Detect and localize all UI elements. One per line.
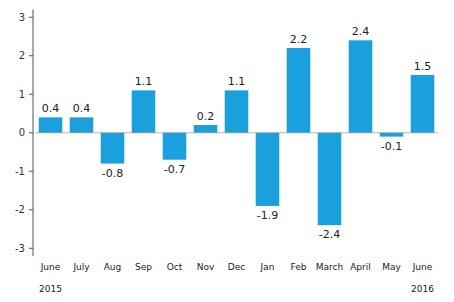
bar <box>318 133 342 225</box>
y-tick <box>29 17 33 18</box>
data-label: 1.1 <box>135 75 153 88</box>
data-label: 1.5 <box>414 60 432 73</box>
year-label: 2015 <box>39 284 62 294</box>
x-tick-label: Dec <box>228 262 245 272</box>
x-tick-label: June <box>412 262 433 272</box>
data-label: -0.8 <box>102 167 123 180</box>
y-tick-label: 1 <box>19 89 25 100</box>
data-label: 0.4 <box>42 102 60 115</box>
y-tick-label: 2 <box>19 50 25 61</box>
year-label: 2016 <box>411 284 434 294</box>
data-label: -0.1 <box>381 140 402 153</box>
zero-line <box>35 132 438 133</box>
y-tick <box>29 94 33 95</box>
x-tick-label: Aug <box>104 262 122 272</box>
data-label: 0.4 <box>73 102 91 115</box>
bar <box>349 40 373 132</box>
y-tick-label: -3 <box>15 243 25 254</box>
bar <box>287 48 311 133</box>
y-tick <box>29 248 33 249</box>
x-tick-label: Jan <box>260 262 275 272</box>
bar <box>380 133 404 137</box>
y-tick-label: -2 <box>15 204 25 215</box>
x-tick-label: Feb <box>291 262 307 272</box>
data-label: -0.7 <box>164 163 185 176</box>
data-label: 0.2 <box>197 110 215 123</box>
data-label: -1.9 <box>257 209 278 222</box>
bar <box>256 133 280 206</box>
data-label: 2.2 <box>290 33 308 46</box>
x-tick-label: March <box>316 262 343 272</box>
bar <box>101 133 125 164</box>
y-tick-label: -1 <box>15 166 25 177</box>
x-tick-label: Sep <box>135 262 152 272</box>
bar <box>163 133 187 160</box>
bar <box>411 75 435 133</box>
x-tick-label: May <box>382 262 401 272</box>
data-label: 2.4 <box>352 25 370 38</box>
y-tick-label: 3 <box>19 12 25 23</box>
y-tick <box>29 55 33 56</box>
y-tick <box>29 132 33 133</box>
data-label: -2.4 <box>319 228 340 241</box>
chart: -3 -2 -1 0 1 2 3 0.4 0.4 -0.8 1.1 -0.7 0.2 1.1 -1.9 2.2… <box>0 0 454 302</box>
x-tick-label: April <box>350 262 371 272</box>
y-tick-label: 0 <box>19 127 25 138</box>
x-tick-label: June <box>40 262 61 272</box>
bar <box>225 90 249 132</box>
x-tick-label: Nov <box>197 262 215 272</box>
data-label: 1.1 <box>228 75 246 88</box>
y-tick <box>29 171 33 172</box>
bar <box>132 90 156 132</box>
bar <box>194 125 218 133</box>
x-tick-label: July <box>72 262 90 272</box>
y-tick <box>29 209 33 210</box>
x-tick-label: Oct <box>167 262 183 272</box>
bar <box>70 117 94 132</box>
bar <box>39 117 63 132</box>
